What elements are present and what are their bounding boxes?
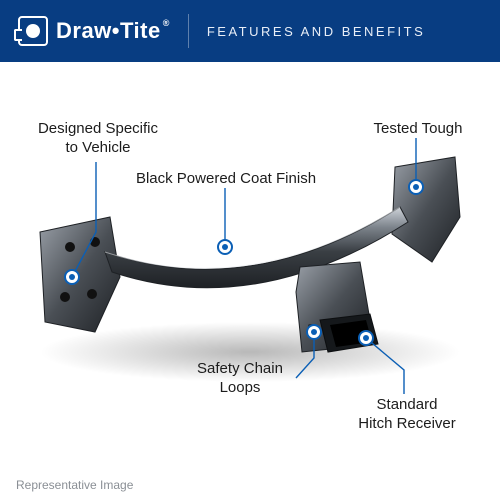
footer-note: Representative Image (16, 478, 133, 492)
callout-marker-dot-safety_chain (311, 329, 317, 335)
callout-marker-dot-tested_tough (413, 184, 419, 190)
header-bar: Draw•Tite® FEATURES AND BENEFITS (0, 0, 500, 62)
callout-text-line: Designed Specific (28, 120, 168, 139)
callout-label-tested_tough: Tested Tough (358, 120, 478, 139)
callout-text-line: Safety Chain (185, 360, 295, 379)
callout-label-safety_chain: Safety ChainLoops (185, 360, 295, 398)
brand-pre: Draw (56, 18, 112, 43)
callout-text-line: Loops (185, 379, 295, 398)
callout-label-black_finish: Black Powered Coat Finish (116, 170, 336, 189)
header-divider (188, 14, 189, 48)
callout-text-line: to Vehicle (28, 139, 168, 158)
callout-text-line: Hitch Receiver (342, 415, 472, 434)
callout-text-line: Tested Tough (358, 120, 478, 139)
brand-name: Draw•Tite® (56, 18, 170, 44)
header-subtitle: FEATURES AND BENEFITS (207, 24, 425, 39)
hitch-ball-icon (18, 16, 48, 46)
callout-label-designed: Designed Specificto Vehicle (28, 120, 168, 158)
brand-post: Tite (120, 18, 161, 43)
callout-marker-dot-black_finish (222, 244, 228, 250)
brand-logo: Draw•Tite® (18, 16, 170, 46)
callout-text-line: Standard (342, 396, 472, 415)
callout-label-receiver: StandardHitch Receiver (342, 396, 472, 434)
diagram-stage: Designed Specificto Vehicle Black Powered… (0, 62, 500, 500)
callout-marker-dot-receiver (363, 335, 369, 341)
callout-marker-dot-designed (69, 274, 75, 280)
callout-text-line: Black Powered Coat Finish (116, 170, 336, 189)
registered-mark: ® (163, 18, 170, 28)
